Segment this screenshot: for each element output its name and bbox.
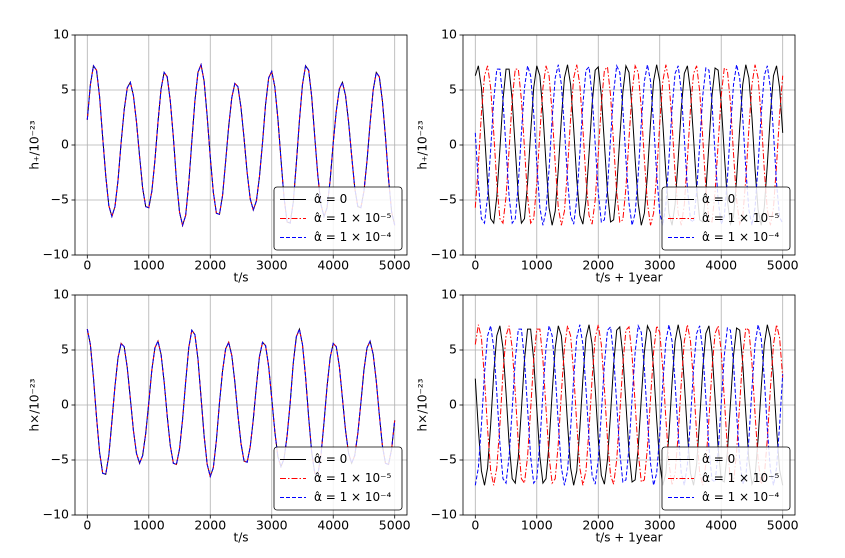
x-axis-label: t/s: [234, 531, 249, 545]
legend-label: α̂ = 1 × 10⁻⁵: [702, 211, 780, 225]
legend-label: α̂ = 1 × 10⁻⁵: [702, 471, 780, 485]
x-axis-label: t/s + 1year: [595, 531, 662, 545]
legend-label: α̂ = 1 × 10⁻⁴: [314, 230, 392, 244]
axes-frame: [462, 294, 796, 516]
x-tick-label: 0: [83, 258, 91, 273]
x-tick-label: 5000: [767, 518, 799, 533]
x-tick-label: 4000: [705, 518, 737, 533]
x-tick-label: 0: [471, 258, 479, 273]
series-line: [86, 62, 396, 228]
legend-label: α̂ = 1 × 10⁻⁵: [314, 471, 392, 485]
x-tick-label: 4000: [317, 258, 349, 273]
legend-box: [273, 446, 403, 511]
legend-label: α̂ = 1 × 10⁻⁴: [702, 490, 780, 504]
y-tick-label: 0: [61, 137, 69, 152]
y-tick-label: 10: [53, 287, 69, 302]
y-tick-label: 5: [61, 342, 69, 357]
y-tick-label: 0: [449, 397, 457, 412]
y-axis-label: h₊/10⁻²³: [28, 120, 42, 169]
y-tick-label: 5: [449, 342, 457, 357]
x-tick-label: 3000: [256, 258, 288, 273]
axes-frame: [462, 34, 796, 256]
legend-label: α̂ = 0: [702, 452, 735, 466]
x-tick-label: 4000: [317, 518, 349, 533]
legend-box: [661, 446, 791, 511]
y-tick-label: 10: [53, 27, 69, 42]
y-tick-label: −5: [439, 452, 457, 467]
x-axis-label: t/s: [234, 271, 249, 285]
x-tick-label: 5000: [379, 258, 411, 273]
x-tick-label: 2000: [194, 258, 226, 273]
legend: α̂ = 0 α̂ = 1 × 10⁻⁵ α̂ = 1 × 10⁻⁴: [661, 186, 791, 251]
axes-frame: [74, 294, 408, 516]
x-tick-label: 0: [471, 518, 479, 533]
y-tick-label: 10: [441, 287, 457, 302]
subplot: 0 1000 2000 3000 4000 5000 −10 −5 0 5 10 t/s h₊/10⁻²…: [28, 27, 411, 285]
series-line: [86, 327, 396, 479]
y-tick-label: −5: [51, 192, 69, 207]
subplot: 0 1000 2000 3000 4000 5000 −10 −5 0 5 10 t/s h×/10⁻²…: [28, 287, 411, 545]
series-line: [474, 323, 784, 487]
x-tick-label: 1000: [521, 518, 553, 533]
x-tick-label: 3000: [256, 518, 288, 533]
legend-label: α̂ = 1 × 10⁻⁴: [314, 490, 392, 504]
legend: α̂ = 0 α̂ = 1 × 10⁻⁵ α̂ = 1 × 10⁻⁴: [661, 446, 791, 511]
y-tick-label: −10: [43, 507, 69, 522]
x-tick-label: 3000: [644, 258, 676, 273]
legend-label: α̂ = 0: [314, 192, 347, 206]
x-tick-label: 0: [83, 518, 91, 533]
y-axis-label: h×/10⁻²³: [28, 378, 42, 431]
y-tick-label: −5: [439, 192, 457, 207]
y-tick-label: −10: [43, 247, 69, 262]
legend-box: [273, 186, 403, 251]
x-tick-label: 1000: [133, 258, 165, 273]
y-tick-label: 5: [449, 82, 457, 97]
x-tick-label: 3000: [644, 518, 676, 533]
x-tick-label: 2000: [194, 518, 226, 533]
y-axis-label: h×/10⁻²³: [416, 378, 430, 431]
y-tick-label: −10: [431, 247, 457, 262]
x-tick-label: 4000: [705, 258, 737, 273]
subplot: 0 1000 2000 3000 4000 5000 −10 −5 0 5 10 t/s + 1yea…: [416, 27, 799, 285]
y-tick-label: −5: [51, 452, 69, 467]
x-tick-label: 5000: [379, 518, 411, 533]
x-tick-label: 2000: [582, 518, 614, 533]
x-tick-label: 5000: [767, 258, 799, 273]
series-line: [474, 323, 784, 487]
x-tick-label: 2000: [582, 258, 614, 273]
legend-label: α̂ = 0: [702, 192, 735, 206]
legend-box: [661, 186, 791, 251]
y-tick-label: 5: [61, 82, 69, 97]
legend-label: α̂ = 0: [314, 452, 347, 466]
y-tick-label: 0: [449, 137, 457, 152]
y-axis-label: h₊/10⁻²³: [416, 120, 430, 169]
legend: α̂ = 0 α̂ = 1 × 10⁻⁵ α̂ = 1 × 10⁻⁴: [273, 446, 403, 511]
subplot: 0 1000 2000 3000 4000 5000 −10 −5 0 5 10 t/s + 1yea…: [416, 287, 799, 545]
x-tick-label: 1000: [133, 518, 165, 533]
series-line: [474, 63, 784, 227]
legend-label: α̂ = 1 × 10⁻⁴: [702, 230, 780, 244]
y-tick-label: 10: [441, 27, 457, 42]
x-tick-label: 1000: [521, 258, 553, 273]
y-tick-label: −10: [431, 507, 457, 522]
legend-label: α̂ = 1 × 10⁻⁵: [314, 211, 392, 225]
legend: α̂ = 0 α̂ = 1 × 10⁻⁵ α̂ = 1 × 10⁻⁴: [273, 186, 403, 251]
axes-frame: [74, 34, 408, 256]
y-tick-label: 0: [61, 397, 69, 412]
x-axis-label: t/s + 1year: [595, 271, 662, 285]
